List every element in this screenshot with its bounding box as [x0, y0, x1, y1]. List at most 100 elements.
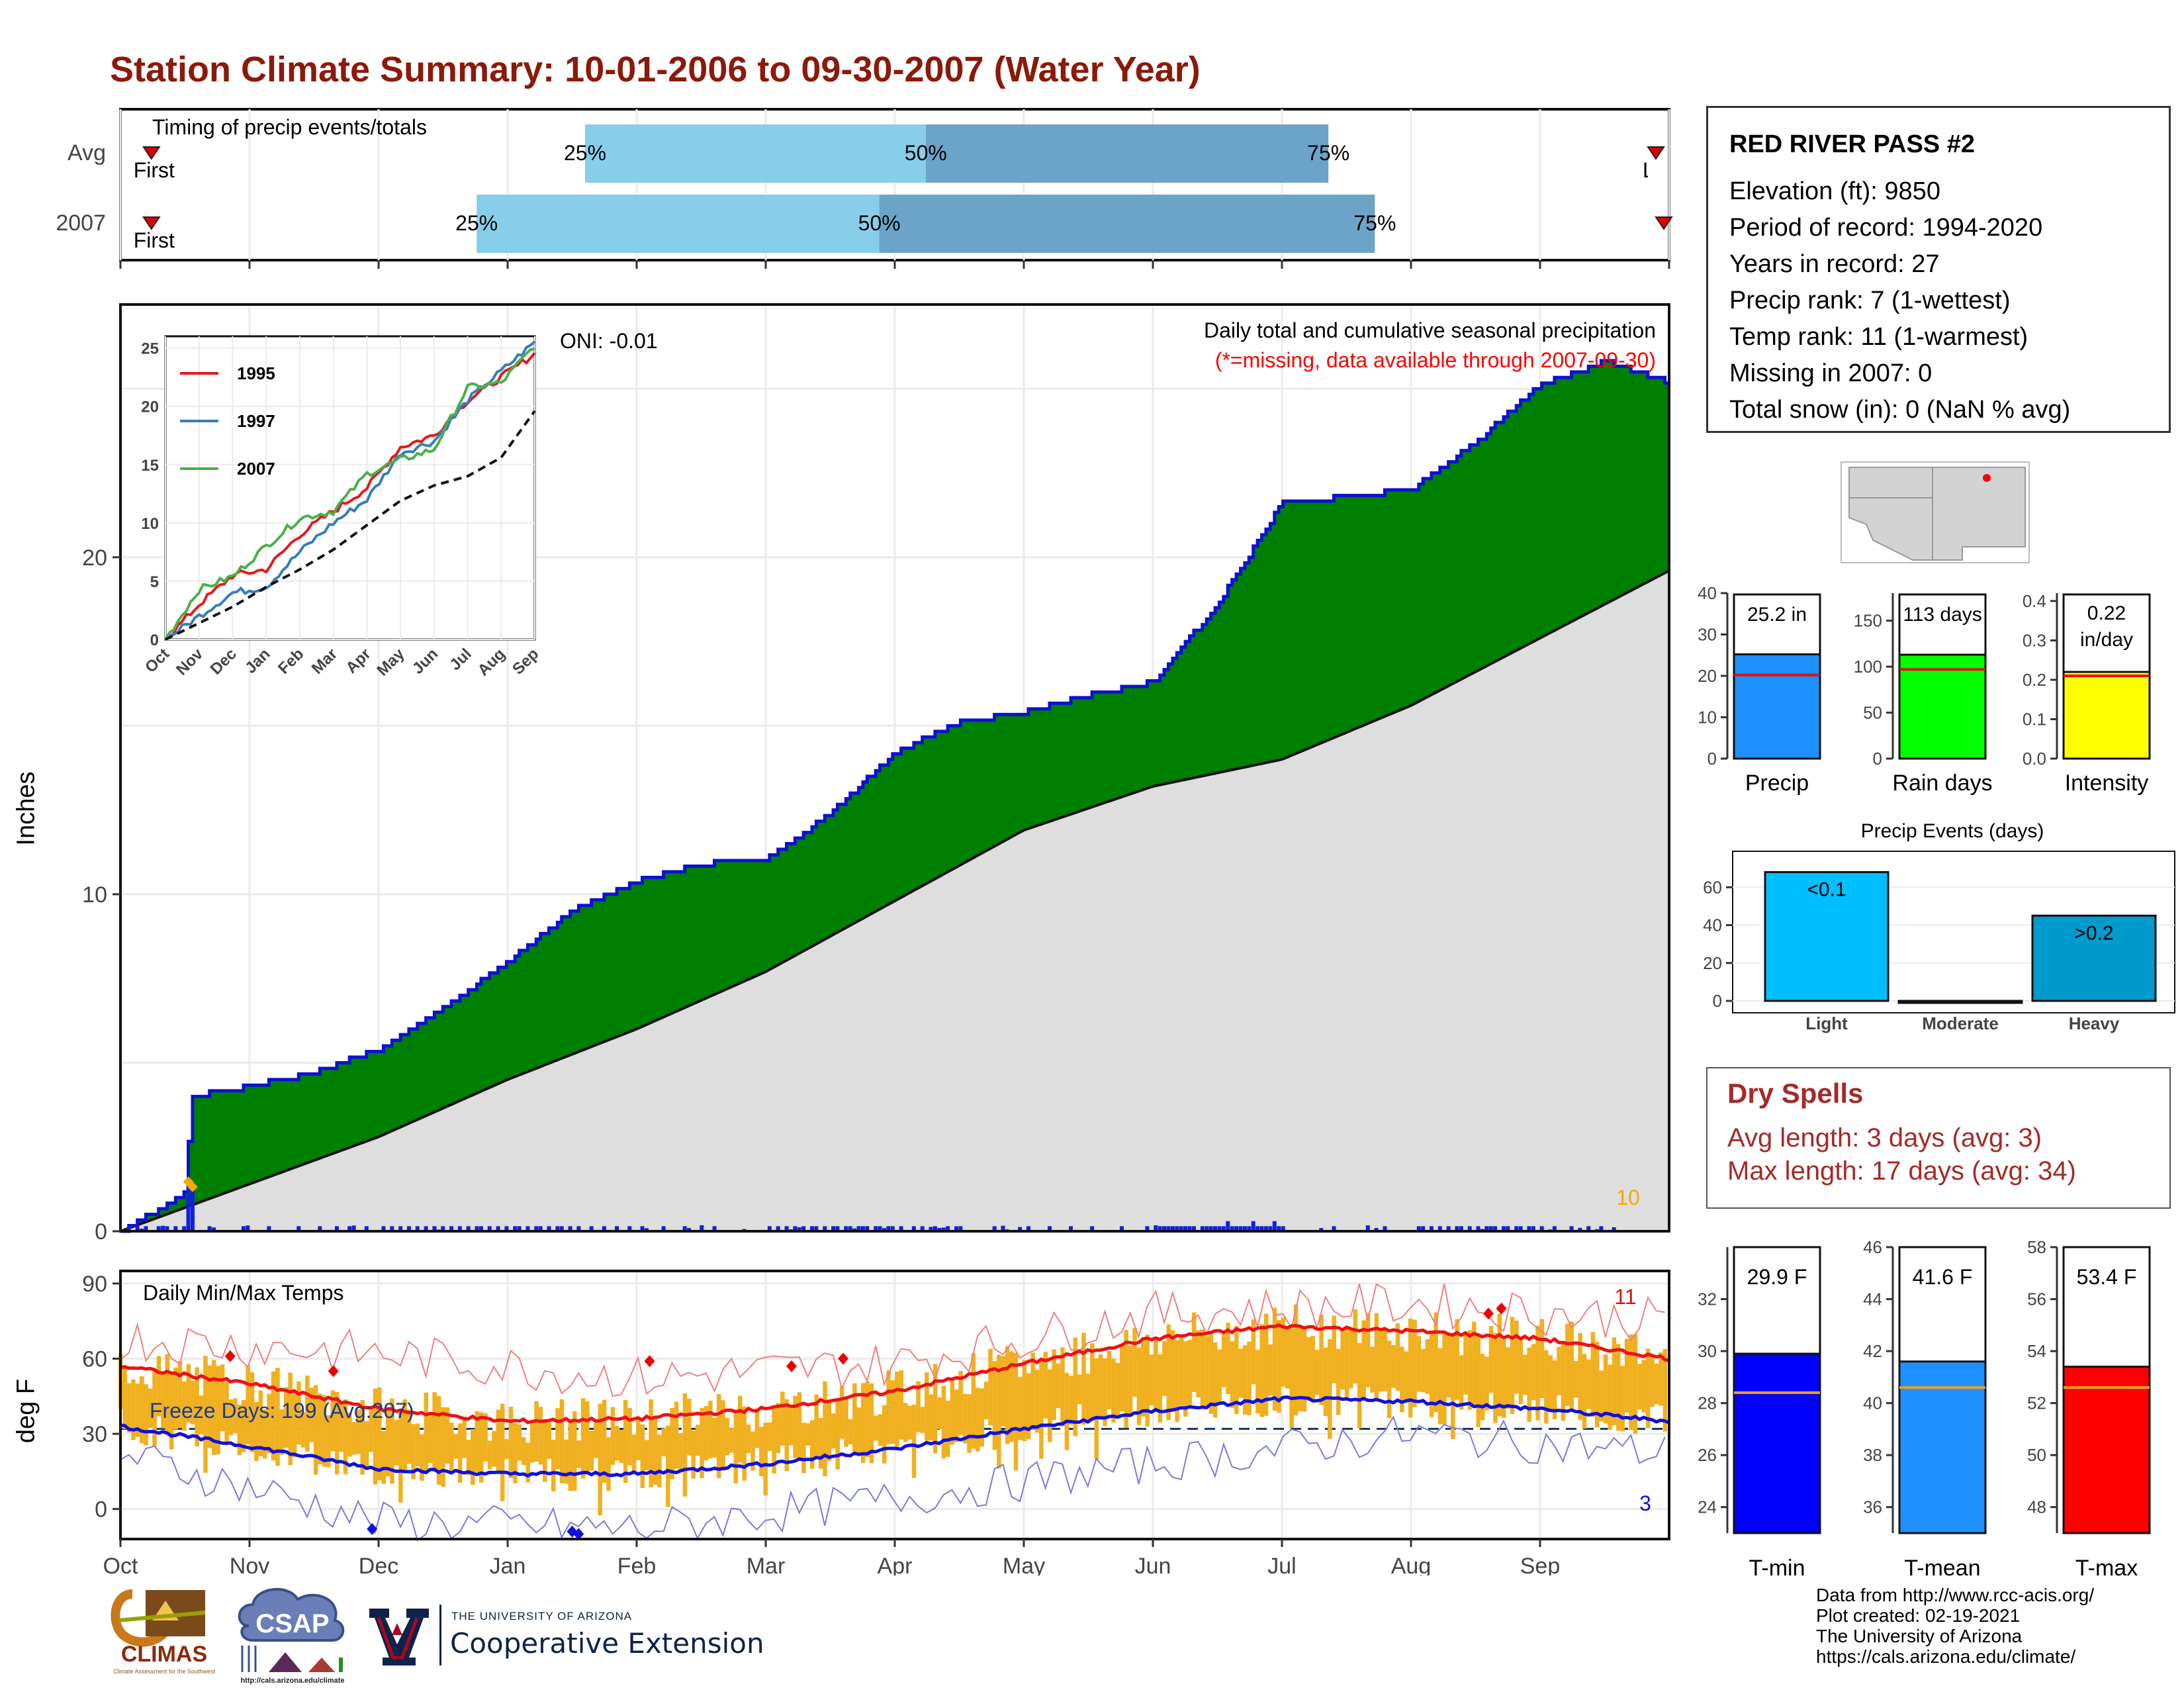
daily-temp-bar: [784, 1399, 790, 1472]
climas-sub: Climate Assessment for the Southwest: [113, 1668, 216, 1675]
daily-temp-bar: [831, 1413, 836, 1449]
daily-precip-bar: [267, 1226, 271, 1231]
daily-temp-bar: [754, 1408, 760, 1448]
daily-temp-bar: [475, 1411, 480, 1472]
tbar-ytick-label: 56: [2027, 1289, 2046, 1309]
daily-precip-bar: [1175, 1226, 1179, 1231]
month-label: Jan: [490, 1554, 526, 1575]
daily-temp-bar: [636, 1416, 641, 1460]
record-precip-marker: [187, 1181, 198, 1192]
daily-temp-bar: [525, 1442, 530, 1483]
daily-precip-bar: [661, 1226, 666, 1231]
daily-precip-bar: [1514, 1226, 1519, 1231]
daily-temp-bar: [1306, 1337, 1311, 1401]
daily-temp-bar: [1590, 1332, 1596, 1417]
daily-temp-bar: [415, 1423, 420, 1466]
daily-temp-bar: [1548, 1355, 1553, 1413]
tbar-ytick-label: 42: [1863, 1341, 1882, 1361]
daily-temp-bar: [1612, 1337, 1617, 1426]
daily-temp-bar: [233, 1398, 238, 1433]
daily-temp-bar: [589, 1430, 594, 1471]
timing-bar-50-75: [879, 195, 1375, 253]
daily-temp-bar: [1196, 1330, 1201, 1397]
inset-ytick-label: 20: [141, 399, 159, 416]
temp-count-hot: 11: [1614, 1285, 1636, 1309]
tbar-ytick-label: 38: [1863, 1445, 1882, 1465]
daily-temp-bar: [522, 1437, 526, 1466]
daily-temp-bar: [1319, 1315, 1324, 1405]
daily-precip-bar: [207, 1226, 212, 1231]
tbar-t-max: [2062, 1366, 2151, 1534]
daily-temp-bar: [1561, 1340, 1566, 1421]
daily-temp-bar: [860, 1383, 866, 1463]
precip-panel: 0 10 20 Daily total and cumulative seasona…: [82, 303, 1670, 1244]
daily-precip-bar: [835, 1226, 840, 1231]
daily-temp-bar: [1523, 1354, 1527, 1395]
station-detail-line: Elevation (ft): 9850: [1729, 177, 1940, 205]
daily-temp-bar: [1013, 1352, 1019, 1471]
daily-temp-bar: [1277, 1320, 1281, 1413]
daily-temp-bar: [492, 1430, 496, 1467]
daily-temp-bar: [1365, 1313, 1371, 1387]
daily-temp-bar: [631, 1434, 637, 1472]
daily-precip-bar: [941, 1227, 946, 1231]
daily-precip-bar: [1446, 1226, 1451, 1231]
daily-temp-bar: [848, 1419, 853, 1445]
mini-ytick-label: 0.1: [2023, 709, 2046, 729]
daily-precip-bar: [1467, 1226, 1472, 1231]
daily-temp-bar: [814, 1394, 819, 1458]
avg-min-line: [120, 1395, 1670, 1478]
daily-temp-bar: [911, 1405, 917, 1478]
daily-temp-bar: [1467, 1330, 1473, 1410]
daily-temp-bar: [212, 1360, 216, 1455]
daily-temp-bar: [1263, 1313, 1269, 1416]
record-high-marker: [838, 1352, 848, 1365]
daily-temp-bar: [729, 1428, 734, 1453]
daily-precip-bar: [504, 1226, 509, 1231]
events-title: Precip Events (days): [1861, 820, 2044, 842]
daily-precip-bar: [1048, 1226, 1052, 1231]
timing-bar-25-50: [585, 124, 926, 183]
daily-temp-bar: [513, 1423, 518, 1483]
daily-precip-bar: [1459, 1226, 1463, 1231]
daily-temp-bar: [1510, 1317, 1515, 1415]
station-detail-line: Missing in 2007: 0: [1729, 359, 1933, 387]
daily-temp-bar: [441, 1407, 445, 1487]
mini-bar-value-unit: in/day: [2080, 629, 2133, 651]
daily-temp-bar: [296, 1381, 301, 1445]
daily-temp-bar: [478, 1412, 484, 1483]
daily-precip-bar: [1578, 1227, 1582, 1231]
daily-temp-bar: [1421, 1348, 1426, 1393]
timing-label-p75: 75%: [1353, 211, 1396, 235]
timing-first-marker: [142, 216, 161, 230]
daily-temp-bar: [1191, 1312, 1197, 1392]
daily-temp-bar: [869, 1383, 874, 1464]
daily-temp-bar: [1158, 1354, 1163, 1423]
daily-precip-bar: [186, 1186, 191, 1231]
dry-spells-title: Dry Spells: [1727, 1078, 1864, 1109]
daily-temp-bar: [1221, 1334, 1226, 1387]
month-label: Mar: [747, 1554, 786, 1575]
daily-temp-bar: [954, 1389, 959, 1442]
daily-temp-bar: [339, 1401, 343, 1452]
daily-precip-bar: [929, 1227, 933, 1231]
mini-bar-label: Intensity: [2065, 771, 2149, 796]
daily-temp-bar: [1145, 1335, 1150, 1427]
daily-temp-bar: [1379, 1328, 1383, 1392]
daily-temp-bar: [203, 1356, 208, 1473]
daily-temp-bar: [500, 1403, 505, 1501]
daily-temp-bar: [496, 1409, 501, 1474]
daily-precip-bar: [793, 1226, 797, 1231]
precip-events-chart: Precip Events (days) 0 20 40 60 <0.1 Light Mod…: [1703, 820, 2175, 1033]
daily-precip-bar: [1319, 1228, 1324, 1231]
daily-precip-bar: [576, 1226, 581, 1231]
daily-precip-bar: [899, 1226, 903, 1231]
daily-temp-bar: [466, 1439, 471, 1476]
mini-bar-precip: [1733, 653, 1821, 760]
events-ytick-label: 20: [1703, 953, 1722, 973]
daily-temp-bar: [797, 1392, 802, 1461]
daily-temp-bar: [360, 1400, 365, 1475]
daily-temp-bar: [1247, 1341, 1251, 1415]
precip-ytick-label: 20: [82, 545, 107, 571]
events-ytick-label: 0: [1713, 991, 1722, 1011]
